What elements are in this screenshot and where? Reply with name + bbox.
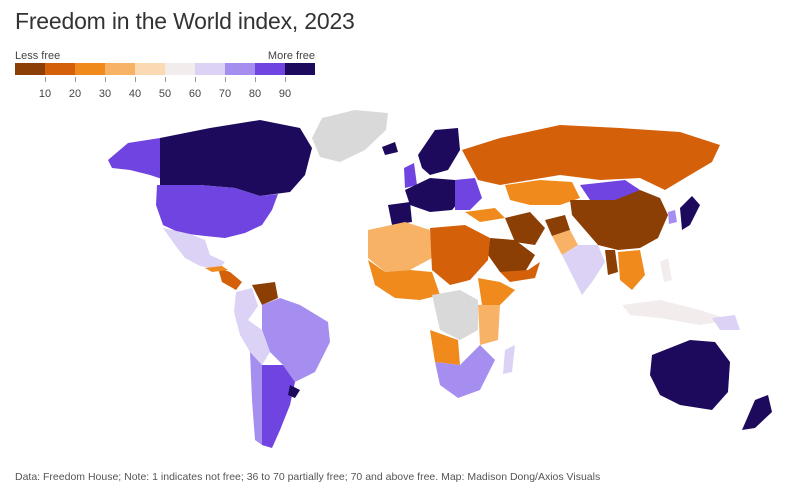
legend-ticks: 10 20 30 40 50 60 70 80 90 [15, 77, 315, 100]
region-iberia [388, 202, 412, 225]
legend-tick-label: 50 [158, 88, 172, 100]
region-alaska [108, 138, 168, 180]
region-japan [680, 196, 700, 230]
region-canada [160, 120, 312, 196]
legend-high-label: More free [267, 50, 315, 62]
region-yemen-oman [500, 262, 540, 282]
region-china [570, 190, 668, 250]
region-north-africa-west [368, 222, 432, 272]
region-myanmar [605, 250, 618, 275]
legend-tick [75, 77, 76, 82]
legend-tick [285, 77, 286, 82]
legend-tick [105, 77, 106, 82]
legend-swatch [105, 63, 135, 75]
legend-tick [45, 77, 46, 82]
legend-swatch [15, 63, 45, 75]
region-southern-africa [435, 345, 495, 398]
region-western-europe [405, 178, 465, 212]
region-colombia [234, 288, 258, 320]
region-papua [712, 315, 740, 330]
region-west-africa [368, 260, 440, 300]
region-angola [430, 330, 460, 365]
region-central-america [218, 268, 242, 290]
legend-tick-label: 60 [188, 88, 202, 100]
region-indochina [618, 250, 645, 290]
region-kazakhstan [505, 180, 580, 205]
region-pakistan [552, 230, 578, 255]
region-east-africa [478, 305, 500, 345]
region-horn-of-africa [478, 278, 515, 305]
region-central-africa [432, 290, 478, 340]
legend-swatch [165, 63, 195, 75]
region-north-africa-east [430, 225, 490, 285]
legend-tick [255, 77, 256, 82]
region-india [562, 245, 605, 295]
region-scandinavia [418, 128, 460, 175]
region-iceland [382, 142, 398, 155]
legend-tick [165, 77, 166, 82]
legend-tick-label: 20 [68, 88, 82, 100]
source-note: Data: Freedom House; Note: 1 indicates n… [15, 471, 601, 483]
region-cuba [205, 266, 228, 272]
region-new-zealand [742, 395, 772, 430]
legend-tick [195, 77, 196, 82]
region-turkey [465, 208, 505, 222]
legend-tick [225, 77, 226, 82]
legend-tick-label: 10 [38, 88, 52, 100]
legend-swatch [195, 63, 225, 75]
region-indonesia [622, 300, 730, 325]
region-peru-bolivia [234, 312, 270, 365]
legend-swatch [255, 63, 285, 75]
region-afghanistan [545, 215, 570, 236]
legend-tick [135, 77, 136, 82]
region-uk [404, 163, 417, 188]
region-brazil [262, 298, 330, 382]
region-russia [462, 125, 720, 190]
legend-tick-label: 40 [128, 88, 142, 100]
legend-swatch [75, 63, 105, 75]
legend-tick-label: 90 [278, 88, 292, 100]
page-title: Freedom in the World index, 2023 [15, 8, 355, 34]
legend-swatch [45, 63, 75, 75]
region-chile [250, 352, 262, 445]
region-madagascar [503, 345, 515, 374]
region-eastern-europe [455, 178, 482, 210]
region-venezuela [252, 282, 278, 305]
world-map [108, 110, 772, 448]
legend-color-bar [15, 63, 315, 75]
region-south-korea [668, 210, 677, 224]
color-legend: Less free More free 10 20 30 40 50 60 70 80 90 [15, 50, 315, 110]
legend-tick-label: 30 [98, 88, 112, 100]
region-mexico [163, 228, 225, 270]
legend-swatch [225, 63, 255, 75]
region-greenland [312, 110, 388, 162]
legend-swatch [135, 63, 165, 75]
legend-tick-label: 70 [218, 88, 232, 100]
region-argentina [262, 365, 295, 448]
legend-swatch [285, 63, 315, 75]
region-philippines [660, 258, 672, 282]
region-united-states [156, 185, 278, 238]
region-uruguay [288, 385, 300, 398]
legend-low-label: Less free [15, 50, 61, 62]
region-saudi-arabia [488, 238, 535, 272]
legend-tick-label: 80 [248, 88, 262, 100]
region-australia [650, 340, 730, 410]
region-mongolia [580, 180, 640, 200]
region-iran [505, 212, 545, 245]
